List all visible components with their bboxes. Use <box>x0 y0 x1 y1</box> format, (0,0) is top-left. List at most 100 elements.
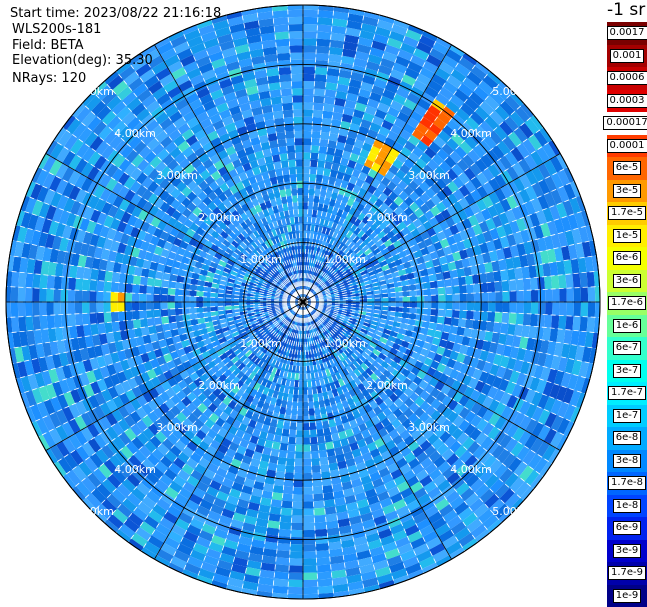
ppi-cell <box>331 162 340 172</box>
ppi-cell <box>522 278 531 291</box>
ppi-cell <box>351 116 363 126</box>
ppi-cell <box>537 352 547 367</box>
ppi-cell <box>346 20 363 31</box>
ppi-cell <box>339 62 354 72</box>
ppi-cell <box>392 239 402 249</box>
ppi-cell <box>379 259 388 268</box>
ppi-cell <box>489 363 500 377</box>
ppi-cell <box>449 350 459 361</box>
ppi-cell <box>513 231 524 245</box>
ppi-cell <box>373 293 382 299</box>
ppi-cell <box>472 144 486 159</box>
ppi-cell <box>311 276 316 283</box>
ppi-cell <box>330 294 339 298</box>
ppi-cell <box>406 324 415 332</box>
ppi-cell <box>154 316 163 326</box>
ppi-cell <box>572 316 581 332</box>
ppi-cell <box>486 240 496 253</box>
ppi-cell <box>550 399 563 416</box>
ppi-cell <box>330 307 338 312</box>
ppi-cell <box>477 263 486 275</box>
ppi-cell <box>402 290 410 297</box>
ppi-cell <box>446 235 457 246</box>
ppi-cell <box>436 279 445 288</box>
ppi-cell <box>402 307 410 314</box>
ppi-cell <box>533 224 544 240</box>
ppi-cell <box>313 493 324 502</box>
ppi-cell <box>566 287 574 302</box>
ppi-cell <box>398 211 409 222</box>
ppi-cell <box>272 10 289 19</box>
ppi-cell <box>460 121 475 136</box>
ppi-cell <box>330 306 339 310</box>
ppi-cell <box>293 472 303 481</box>
ppi-cell <box>318 282 326 289</box>
ppi-cell <box>569 197 581 214</box>
ppi-cell <box>277 456 287 465</box>
ppi-cell <box>552 302 560 316</box>
ppi-cell <box>117 282 126 293</box>
ppi-cell <box>431 73 447 87</box>
ppi-cell <box>419 152 432 165</box>
ppi-cell <box>167 294 175 302</box>
ppi-cell <box>356 249 364 258</box>
ppi-cell <box>462 77 478 92</box>
ppi-cell <box>537 237 547 252</box>
ppi-cell <box>315 278 321 286</box>
ppi-cell <box>352 209 362 219</box>
ppi-cell <box>284 472 294 480</box>
ppi-cell <box>530 197 543 213</box>
ppi-cell <box>303 138 312 146</box>
ppi-cell <box>550 355 561 371</box>
ppi-cell <box>322 175 330 184</box>
ppi-cell <box>550 188 563 205</box>
ppi-cell <box>559 288 567 302</box>
ppi-cell <box>303 237 307 246</box>
ppi-cell <box>482 74 499 91</box>
ppi-cell <box>316 38 331 47</box>
ppi-cell <box>459 310 467 320</box>
ppi-cell <box>487 163 501 178</box>
ppi-cell <box>385 319 394 326</box>
ppi-cell <box>275 38 290 47</box>
ppi-cell <box>311 268 316 276</box>
ppi-cell <box>464 180 477 194</box>
ppi-cell <box>498 79 515 96</box>
ppi-cell <box>392 141 404 153</box>
ppi-cell <box>309 181 316 189</box>
ppi-cell <box>452 342 462 353</box>
ppi-cell <box>271 103 283 112</box>
ppi-cell <box>328 244 336 253</box>
ppi-cell <box>342 227 350 237</box>
ppi-cell <box>312 286 319 292</box>
ppi-cell <box>18 316 27 332</box>
ppi-cell <box>381 119 394 131</box>
ppi-cell <box>334 268 342 276</box>
ppi-cell <box>307 394 314 402</box>
ppi-cell <box>395 245 405 254</box>
ppi-cell <box>323 96 336 105</box>
ppi-cell <box>474 59 492 75</box>
ppi-cell <box>320 274 327 281</box>
ppi-cell <box>434 67 451 81</box>
ppi-cell <box>334 282 343 288</box>
ppi-cell <box>565 315 574 331</box>
ppi-cell <box>349 232 357 242</box>
ppi-cell <box>533 364 544 380</box>
ppi-cell <box>445 216 456 228</box>
ppi-cell <box>431 98 446 112</box>
ppi-cell <box>404 329 414 338</box>
ppi-cell <box>451 212 462 225</box>
ppi-cell <box>427 159 440 171</box>
ppi-cell <box>338 234 346 243</box>
ppi-cell <box>288 159 296 168</box>
ppi-cell <box>60 302 69 315</box>
ppi-cell <box>493 322 502 334</box>
ppi-cell <box>357 282 365 288</box>
ppi-cell <box>203 306 211 313</box>
ppi-cell <box>74 302 83 314</box>
ppi-cell <box>146 309 155 319</box>
ppi-cell <box>485 149 500 164</box>
ppi-cell <box>525 170 538 186</box>
ppi-cell <box>350 284 359 290</box>
